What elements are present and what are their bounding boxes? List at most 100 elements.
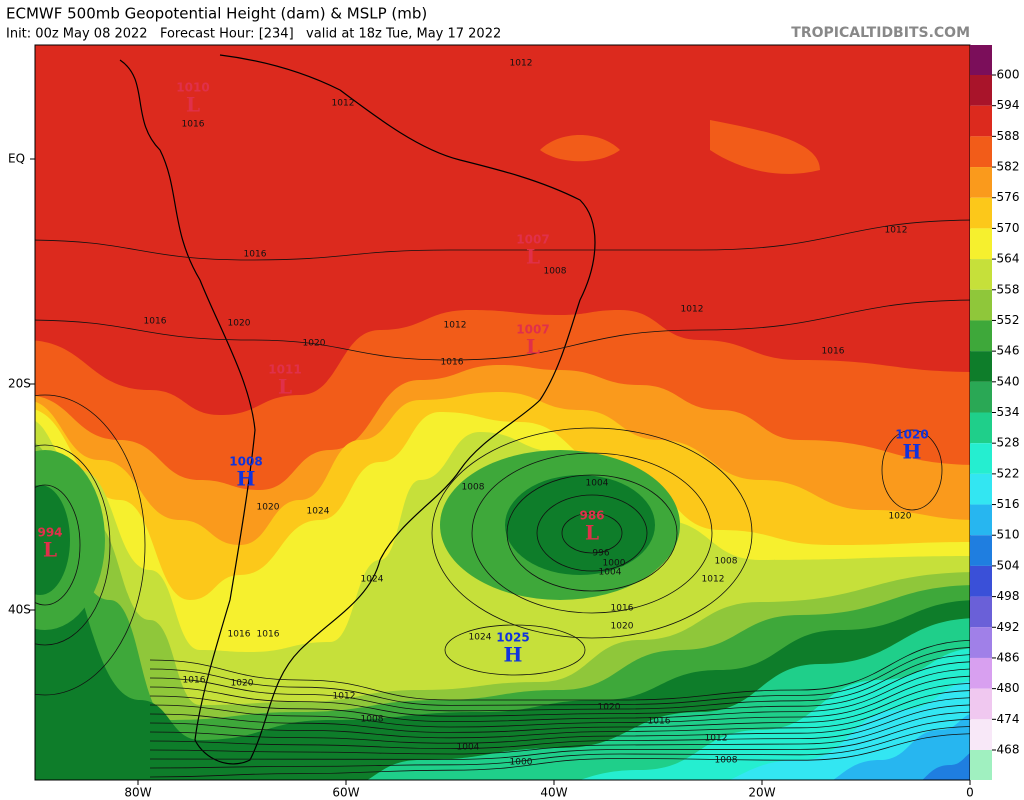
- contour-label: 1016: [144, 317, 167, 327]
- pressure-centers: 1010L1007L1007L1011L1008H994L986L1025H10…: [37, 81, 928, 667]
- colorbar-swatch: [970, 596, 992, 628]
- contour-label: 1008: [544, 267, 567, 277]
- center-letter: L: [526, 335, 540, 359]
- isobar: [149, 704, 970, 750]
- isobar: [149, 639, 970, 701]
- center-pressure: 1007: [516, 323, 549, 337]
- isobar: [35, 444, 111, 646]
- colorbar-label: 498: [997, 589, 1020, 603]
- isobar: [149, 711, 970, 755]
- colorbar-label: 570: [997, 221, 1020, 235]
- contour-label: 1000: [510, 758, 533, 768]
- isobar: [149, 683, 970, 733]
- contour-label: 996: [592, 549, 609, 559]
- colorbar-label: 534: [997, 405, 1020, 419]
- isobar: [149, 733, 970, 778]
- contour-label: 1020: [598, 703, 621, 713]
- contour-label: 1004: [586, 479, 609, 489]
- coastline: [119, 54, 596, 765]
- center-pressure: 1025: [496, 631, 529, 645]
- colorbar-label: 522: [997, 466, 1020, 480]
- colorbar-swatch: [970, 351, 992, 382]
- contour-label: 1012: [885, 226, 908, 236]
- colorbar-label: 588: [997, 129, 1020, 143]
- isobar: [149, 697, 970, 744]
- isobar: [431, 427, 753, 639]
- center-letter: L: [43, 538, 57, 562]
- y-axis-label: 40S: [8, 603, 31, 617]
- isobar: [149, 675, 970, 728]
- map: [35, 45, 970, 780]
- colorbar-label: 468: [997, 743, 1020, 757]
- colorbar-swatch: [970, 381, 992, 413]
- isobar: [35, 484, 81, 606]
- colorbar-label: 528: [997, 436, 1020, 450]
- colorbar-swatch: [970, 105, 992, 137]
- isobar: [149, 690, 970, 739]
- x-axis-label: 80W: [124, 786, 151, 800]
- map-band: [35, 485, 70, 595]
- colorbar-label: 516: [997, 497, 1020, 511]
- center-pressure: 1007: [516, 233, 549, 247]
- center-pressure: 1011: [268, 363, 301, 377]
- colorbar-label: 510: [997, 528, 1020, 542]
- contour-label: 1004: [457, 743, 480, 753]
- colorbar-swatch: [970, 443, 992, 474]
- colorbar-swatch: [970, 167, 992, 198]
- contour-label: 1012: [705, 734, 728, 744]
- isobar: [149, 719, 970, 760]
- contour-labels: 1012 1012 1016 1016 1016 1008 1012 1016 1020 1020…: [144, 59, 912, 768]
- contour-label: 1000: [603, 559, 626, 569]
- contour-label: 1012: [510, 59, 533, 69]
- contour-label: 1016: [611, 604, 634, 614]
- colorbar-label: 480: [997, 681, 1020, 695]
- isobar: [561, 512, 623, 554]
- x-axis-label: 60W: [332, 786, 359, 800]
- contour-label: 1020: [611, 622, 634, 632]
- isobar: [149, 647, 970, 706]
- colorbar-label: 540: [997, 374, 1020, 388]
- contour-label: 1024: [307, 507, 330, 517]
- colorbar-swatch: [970, 289, 992, 321]
- contour-label: 1020: [228, 319, 251, 329]
- isobar: [471, 452, 713, 614]
- center-letter: L: [186, 93, 200, 117]
- center-letter: L: [585, 521, 599, 545]
- colorbar-label: 474: [997, 712, 1020, 726]
- colorbar-label: 594: [997, 98, 1020, 112]
- isobar: [149, 726, 970, 769]
- contour-label: 1012: [681, 305, 704, 315]
- colorbar-swatch: [970, 320, 992, 352]
- contour-label: 1024: [469, 633, 492, 643]
- colorbar-swatch: [970, 504, 992, 536]
- colorbar: 600 594 588 582 576 570 564 558 552 546 540 534 528 5…: [970, 45, 1019, 780]
- x-axis-label: 40W: [540, 786, 567, 800]
- title: ECMWF 500mb Geopotential Height (dam) & …: [6, 5, 427, 23]
- colorbar-swatch: [970, 627, 992, 658]
- x-axis-label: 0: [966, 786, 974, 800]
- contour-label: 1016: [648, 717, 671, 727]
- isobar: [149, 661, 970, 717]
- center-letter: L: [526, 245, 540, 269]
- contour-label: 1016: [183, 676, 206, 686]
- x-axis-label: 20W: [748, 786, 775, 800]
- contour-label: 1016: [257, 630, 280, 640]
- contour-label: 1016: [228, 630, 251, 640]
- contour-label: 1016: [244, 250, 267, 260]
- center-letter: H: [237, 467, 256, 491]
- map-band: [505, 475, 655, 575]
- colorbar-swatch: [970, 412, 992, 444]
- colorbar-label: 558: [997, 282, 1020, 296]
- colorbar-swatch: [970, 719, 992, 750]
- map-band: [922, 753, 970, 780]
- colorbar-swatch: [970, 750, 992, 780]
- colorbar-label: 504: [997, 558, 1020, 572]
- center-pressure: 1010: [176, 81, 209, 95]
- colorbar-swatch: [970, 136, 992, 168]
- contour-label: 1016: [182, 120, 205, 130]
- contour-label: 1012: [702, 575, 725, 585]
- y-axis-label: 20S: [8, 377, 31, 391]
- contour-label: 1012: [444, 321, 467, 331]
- isobar: [35, 219, 970, 261]
